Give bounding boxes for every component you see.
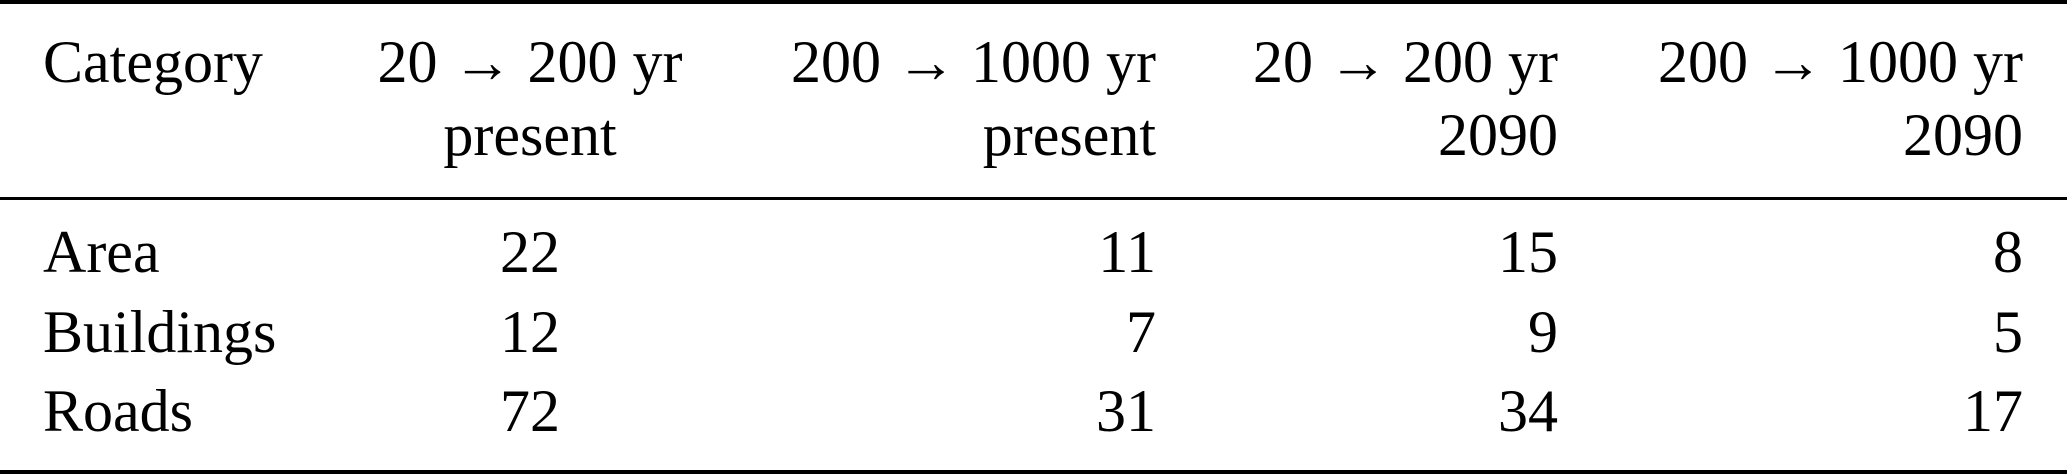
- header-col2-line2: present: [982, 102, 1156, 168]
- bottom-rule: [0, 470, 2067, 474]
- row-value: 72: [500, 378, 560, 444]
- row-value: 5: [1993, 299, 2023, 365]
- header-col3-line1: 20 → 200 yr: [1253, 29, 1558, 95]
- row-value: 9: [1528, 299, 1558, 365]
- top-rule: [0, 0, 2067, 4]
- row-value: 22: [500, 219, 560, 285]
- row-value: 31: [1096, 378, 1156, 444]
- row-value: 17: [1963, 378, 2023, 444]
- header-col4-line1: 200 → 1000 yr: [1658, 29, 2023, 95]
- header-col1-line2: present: [443, 102, 617, 168]
- row-category: Roads: [43, 378, 193, 444]
- header-col4-line2: 2090: [1903, 102, 2023, 168]
- row-category: Buildings: [43, 299, 277, 365]
- row-category: Area: [43, 219, 160, 285]
- row-value: 11: [1098, 219, 1156, 285]
- header-col3-line2: 2090: [1438, 102, 1558, 168]
- header-col1-line1: 20 → 200 yr: [377, 29, 683, 95]
- header-col2-line1: 200 → 1000 yr: [791, 29, 1156, 95]
- row-value: 8: [1993, 219, 2023, 285]
- header-category: Category: [43, 29, 263, 95]
- header-rule: [0, 197, 2067, 200]
- row-value: 34: [1498, 378, 1558, 444]
- row-value: 12: [500, 299, 560, 365]
- row-value: 15: [1498, 219, 1558, 285]
- row-value: 7: [1126, 299, 1156, 365]
